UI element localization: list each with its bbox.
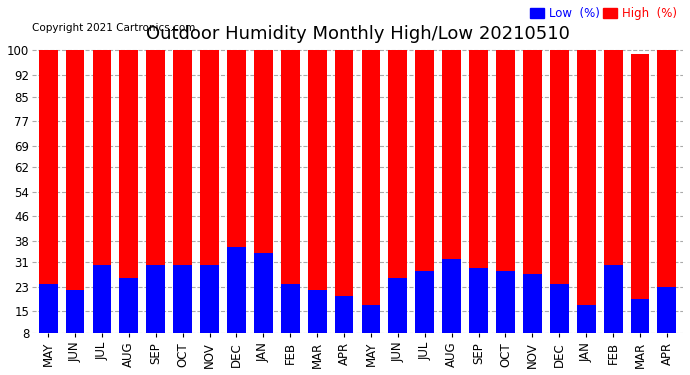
Bar	[496, 272, 515, 333]
Bar	[442, 51, 461, 333]
Bar	[523, 51, 542, 333]
Bar	[66, 51, 84, 333]
Title: Outdoor Humidity Monthly High/Low 20210510: Outdoor Humidity Monthly High/Low 202105…	[146, 25, 569, 43]
Bar	[308, 51, 326, 333]
Bar	[39, 51, 57, 333]
Bar	[92, 51, 111, 333]
Bar	[604, 51, 622, 333]
Bar	[92, 265, 111, 333]
Bar	[362, 51, 380, 333]
Bar	[335, 296, 353, 333]
Bar	[39, 284, 57, 333]
Bar	[335, 51, 353, 333]
Bar	[254, 51, 273, 333]
Bar	[227, 51, 246, 333]
Bar	[469, 51, 488, 333]
Bar	[66, 290, 84, 333]
Bar	[146, 51, 165, 333]
Bar	[281, 284, 299, 333]
Bar	[119, 51, 138, 333]
Bar	[604, 265, 622, 333]
Bar	[227, 247, 246, 333]
Legend: Low  (%), High  (%): Low (%), High (%)	[530, 7, 677, 20]
Bar	[281, 51, 299, 333]
Bar	[658, 51, 676, 333]
Bar	[523, 274, 542, 333]
Bar	[550, 51, 569, 333]
Bar	[200, 265, 219, 333]
Bar	[254, 253, 273, 333]
Bar	[173, 51, 192, 333]
Bar	[631, 54, 649, 333]
Bar	[496, 51, 515, 333]
Bar	[658, 287, 676, 333]
Bar	[119, 278, 138, 333]
Bar	[308, 290, 326, 333]
Bar	[442, 259, 461, 333]
Bar	[200, 51, 219, 333]
Bar	[388, 51, 407, 333]
Bar	[362, 305, 380, 333]
Bar	[469, 268, 488, 333]
Bar	[577, 305, 595, 333]
Bar	[415, 51, 434, 333]
Bar	[550, 284, 569, 333]
Bar	[146, 265, 165, 333]
Bar	[173, 265, 192, 333]
Text: Copyright 2021 Cartronics.com: Copyright 2021 Cartronics.com	[32, 23, 195, 33]
Bar	[415, 272, 434, 333]
Bar	[577, 51, 595, 333]
Bar	[388, 278, 407, 333]
Bar	[631, 299, 649, 333]
